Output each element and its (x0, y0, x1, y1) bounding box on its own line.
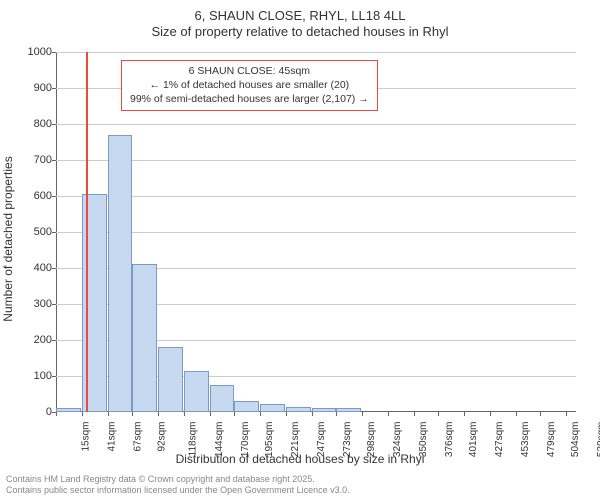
y-tick (52, 52, 56, 53)
grid-line (56, 160, 576, 161)
x-tick-label: 67sqm (132, 422, 143, 452)
histogram-bar (132, 264, 157, 412)
grid-line (56, 232, 576, 233)
y-tick-label: 300 (12, 298, 52, 310)
x-tick-label: 427sqm (494, 422, 505, 458)
histogram-bar (108, 135, 133, 412)
x-tick-label: 401sqm (468, 422, 479, 458)
y-tick-label: 700 (12, 154, 52, 166)
histogram-bar (286, 407, 311, 412)
chart-title-line2: Size of property relative to detached ho… (0, 24, 600, 39)
y-tick-label: 600 (12, 190, 52, 202)
histogram-bar (260, 404, 285, 412)
y-tick-label: 800 (12, 118, 52, 130)
histogram-bar (312, 408, 337, 412)
y-tick-label: 200 (12, 334, 52, 346)
grid-line (56, 124, 576, 125)
x-tick (210, 412, 211, 416)
y-tick (52, 88, 56, 89)
chart-footer: Contains HM Land Registry data © Crown c… (6, 474, 350, 497)
grid-line (56, 196, 576, 197)
x-tick-label: 350sqm (418, 422, 429, 458)
x-tick (108, 412, 109, 416)
x-tick (184, 412, 185, 416)
x-tick-label: 479sqm (546, 422, 557, 458)
x-tick-label: 92sqm (157, 422, 168, 452)
y-tick (52, 376, 56, 377)
x-tick (312, 412, 313, 416)
x-tick (464, 412, 465, 416)
plot-area: 6 SHAUN CLOSE: 45sqm← 1% of detached hou… (56, 52, 576, 412)
x-tick (260, 412, 261, 416)
y-tick (52, 304, 56, 305)
y-tick (52, 340, 56, 341)
x-tick-label: 15sqm (81, 422, 92, 452)
y-tick (52, 232, 56, 233)
footer-line1: Contains HM Land Registry data © Crown c… (6, 474, 350, 485)
y-tick-label: 500 (12, 226, 52, 238)
y-tick-label: 900 (12, 82, 52, 94)
x-tick-label: 144sqm (214, 422, 225, 458)
x-tick (56, 412, 57, 416)
x-tick-label: 298sqm (366, 422, 377, 458)
x-tick (336, 412, 337, 416)
y-tick-label: 0 (12, 406, 52, 418)
histogram-bar (56, 408, 81, 412)
histogram-bar (184, 371, 209, 412)
x-tick-label: 376sqm (444, 422, 455, 458)
x-tick-label: 221sqm (290, 422, 301, 458)
x-tick-label: 504sqm (570, 422, 581, 458)
x-tick (132, 412, 133, 416)
y-tick (52, 196, 56, 197)
x-tick (490, 412, 491, 416)
x-tick-label: 530sqm (596, 422, 600, 458)
y-tick (52, 160, 56, 161)
x-tick (566, 412, 567, 416)
y-tick-label: 400 (12, 262, 52, 274)
x-tick (234, 412, 235, 416)
y-tick-label: 1000 (12, 46, 52, 58)
x-tick-label: 324sqm (392, 422, 403, 458)
histogram-bar (210, 385, 235, 412)
histogram-bar (234, 401, 259, 412)
x-tick (362, 412, 363, 416)
x-tick (414, 412, 415, 416)
x-tick-label: 41sqm (106, 422, 117, 452)
x-tick (158, 412, 159, 416)
histogram-bar (158, 347, 183, 412)
x-tick-label: 170sqm (240, 422, 251, 458)
x-tick (388, 412, 389, 416)
x-tick-label: 118sqm (187, 422, 198, 457)
footer-line2: Contains public sector information licen… (6, 485, 350, 496)
x-tick-label: 247sqm (316, 422, 327, 458)
x-tick (82, 412, 83, 416)
y-tick (52, 268, 56, 269)
chart-title-line1: 6, SHAUN CLOSE, RHYL, LL18 4LL (0, 8, 600, 23)
x-tick-label: 273sqm (342, 422, 353, 458)
x-tick (286, 412, 287, 416)
x-tick (516, 412, 517, 416)
x-tick (438, 412, 439, 416)
x-tick-label: 453sqm (520, 422, 531, 458)
annotation-line2: ← 1% of detached houses are smaller (20) (130, 78, 369, 92)
y-tick-label: 100 (12, 370, 52, 382)
annotation-line1: 6 SHAUN CLOSE: 45sqm (130, 64, 369, 78)
annotation-line3: 99% of semi-detached houses are larger (… (130, 92, 369, 106)
x-tick-label: 195sqm (264, 422, 275, 458)
y-axis-title: Number of detached properties (1, 156, 15, 321)
y-tick (52, 124, 56, 125)
marker-line (86, 52, 88, 412)
annotation-box: 6 SHAUN CLOSE: 45sqm← 1% of detached hou… (121, 60, 378, 111)
histogram-bar (336, 408, 361, 412)
grid-line (56, 52, 576, 53)
x-tick (540, 412, 541, 416)
